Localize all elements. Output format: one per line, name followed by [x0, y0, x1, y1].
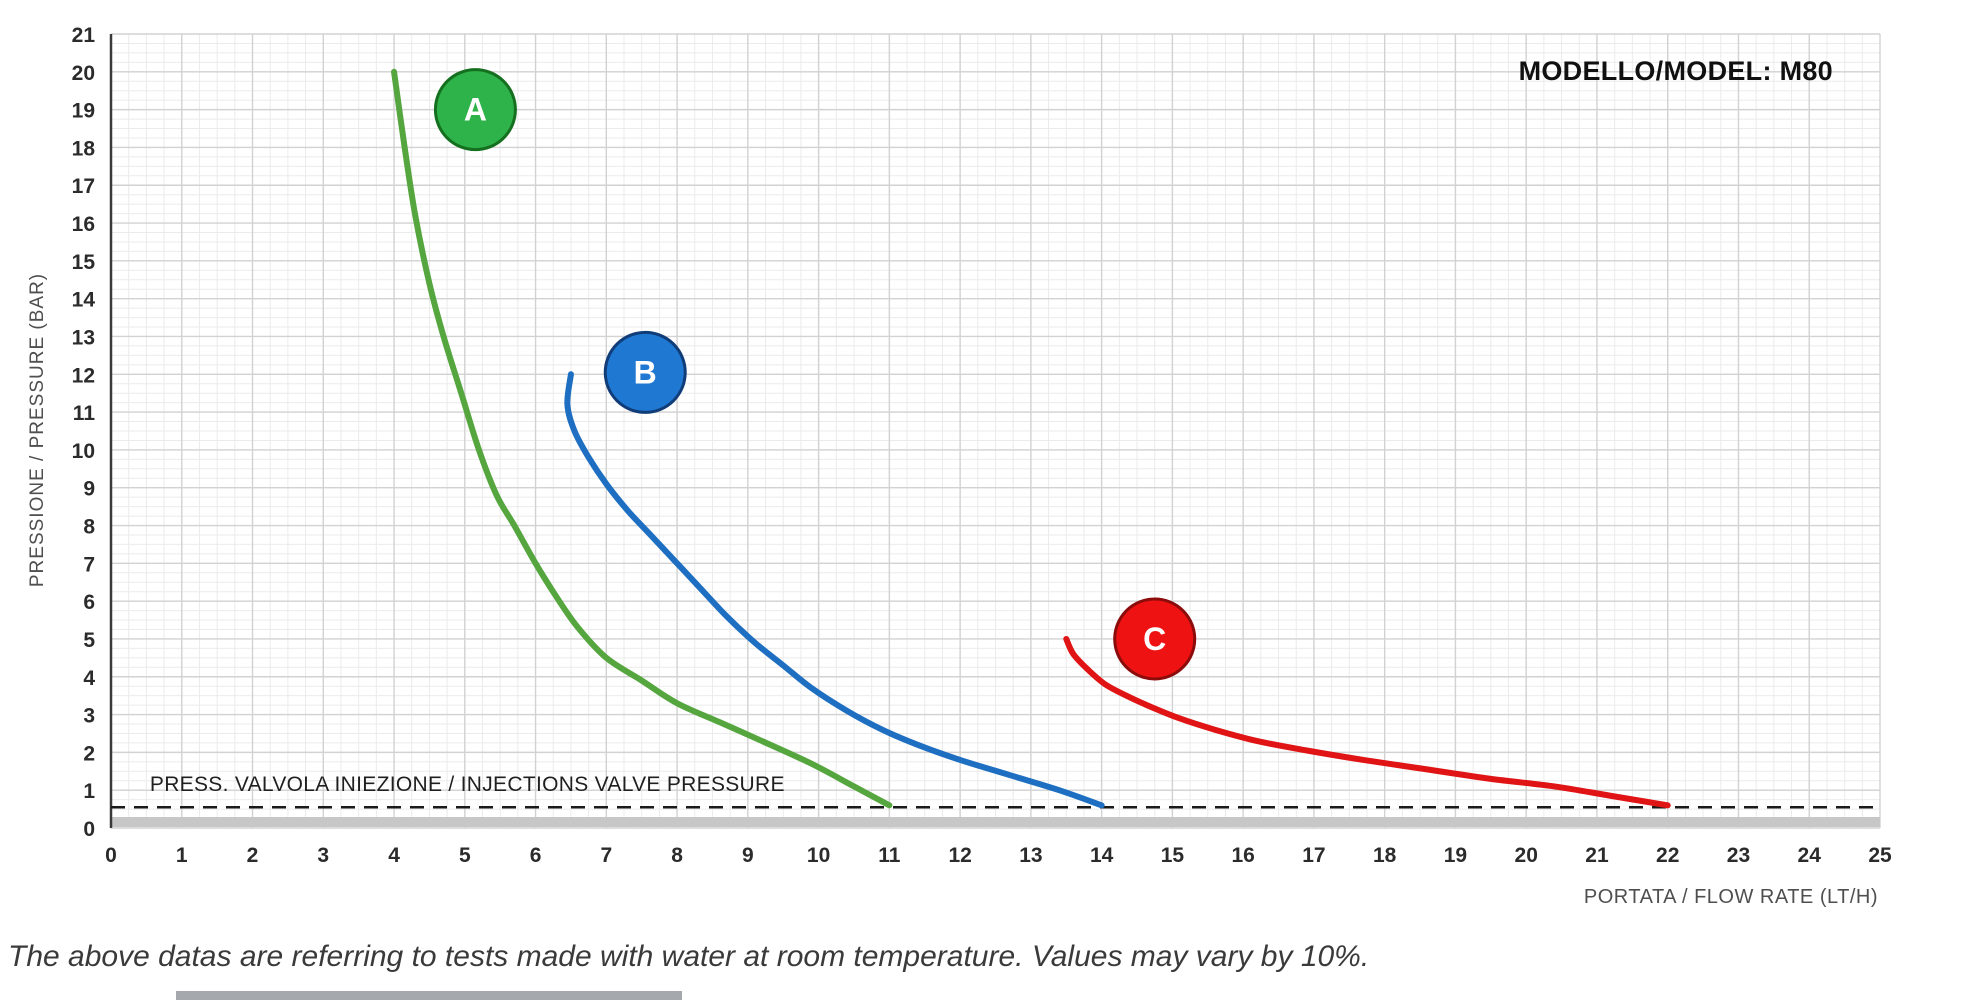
x-tick-label: 15 — [1161, 844, 1185, 867]
y-tick-label: 4 — [83, 667, 95, 690]
y-tick-label: 6 — [83, 591, 95, 614]
y-tick-label: 21 — [72, 24, 96, 47]
pump-curve-chart: PRESS. VALVOLA INIEZIONE / INJECTIONS VA… — [72, 24, 1892, 867]
y-tick-label: 16 — [72, 213, 95, 236]
x-tick-label: 25 — [1868, 844, 1892, 867]
y-tick-label: 2 — [83, 742, 95, 765]
valve-pressure-label: PRESS. VALVOLA INIEZIONE / INJECTIONS VA… — [150, 773, 785, 796]
curve-C — [1063, 635, 1671, 809]
x-tick-label: 14 — [1090, 844, 1114, 867]
curve-B — [564, 371, 1105, 809]
y-tick-label: 20 — [72, 62, 95, 85]
x-tick-label: 21 — [1585, 844, 1609, 867]
x-axis-title: PORTATA / FLOW RATE (LT/H) — [1583, 886, 1878, 908]
x-tick-label: 3 — [317, 844, 329, 867]
y-tick-label: 7 — [83, 553, 95, 576]
y-tick-label: 9 — [83, 478, 95, 501]
y-tick-label: 19 — [72, 100, 95, 123]
caption-text: The above datas are referring to tests m… — [8, 940, 1370, 973]
y-tick-label: 15 — [72, 251, 96, 274]
y-tick-label: 18 — [72, 137, 96, 160]
curve-A — [391, 68, 893, 809]
x-tick-label: 4 — [388, 844, 400, 867]
x-tick-label: 17 — [1302, 844, 1325, 867]
y-tick-label: 17 — [72, 175, 95, 198]
x-tick-label: 9 — [742, 844, 754, 867]
y-tick-label: 1 — [83, 780, 95, 803]
badge-A — [433, 68, 517, 152]
major-grid — [110, 33, 1881, 829]
x-tick-label: 19 — [1444, 844, 1467, 867]
badge-B — [603, 330, 687, 414]
x-tick-label: 6 — [530, 844, 542, 867]
x-tick-label: 22 — [1656, 844, 1679, 867]
minor-grid — [110, 33, 1881, 829]
x-tick-label: 7 — [600, 844, 612, 867]
badge-label-C: C — [1143, 621, 1166, 657]
y-tick-label: 11 — [73, 402, 96, 425]
badge-label-B: B — [634, 354, 657, 390]
x-tick-label: 8 — [671, 844, 683, 867]
y-tick-label: 8 — [83, 516, 95, 539]
x-tick-label: 18 — [1373, 844, 1397, 867]
x-tick-label: 1 — [176, 844, 188, 867]
y-tick-label: 12 — [72, 364, 95, 387]
badge-label-A: A — [464, 92, 487, 128]
x-tick-label: 20 — [1515, 844, 1538, 867]
x-tick-label: 16 — [1231, 844, 1254, 867]
x-tick-label: 10 — [807, 844, 830, 867]
cropped-bottom-element — [176, 991, 682, 1000]
x-tick-label: 5 — [459, 844, 471, 867]
y-axis-title: PRESSIONE / PRESSURE (BAR) — [27, 272, 48, 588]
x-tick-label: 12 — [948, 844, 971, 867]
y-tick-label: 3 — [83, 705, 95, 728]
x-tick-label: 13 — [1019, 844, 1042, 867]
y-tick-label: 5 — [83, 629, 95, 652]
badge-C — [1113, 597, 1197, 681]
y-tick-label: 13 — [72, 326, 95, 349]
y-tick-label: 0 — [83, 818, 95, 841]
x-tick-label: 24 — [1798, 844, 1822, 867]
x-tick-label: 2 — [247, 844, 259, 867]
x-tick-label: 0 — [105, 844, 117, 867]
model-label: MODELLO/MODEL: M80 — [1518, 56, 1833, 86]
y-tick-label: 14 — [72, 289, 96, 312]
y-tick-label: 10 — [72, 440, 95, 463]
x-tick-label: 11 — [878, 844, 901, 867]
x-tick-label: 23 — [1727, 844, 1750, 867]
